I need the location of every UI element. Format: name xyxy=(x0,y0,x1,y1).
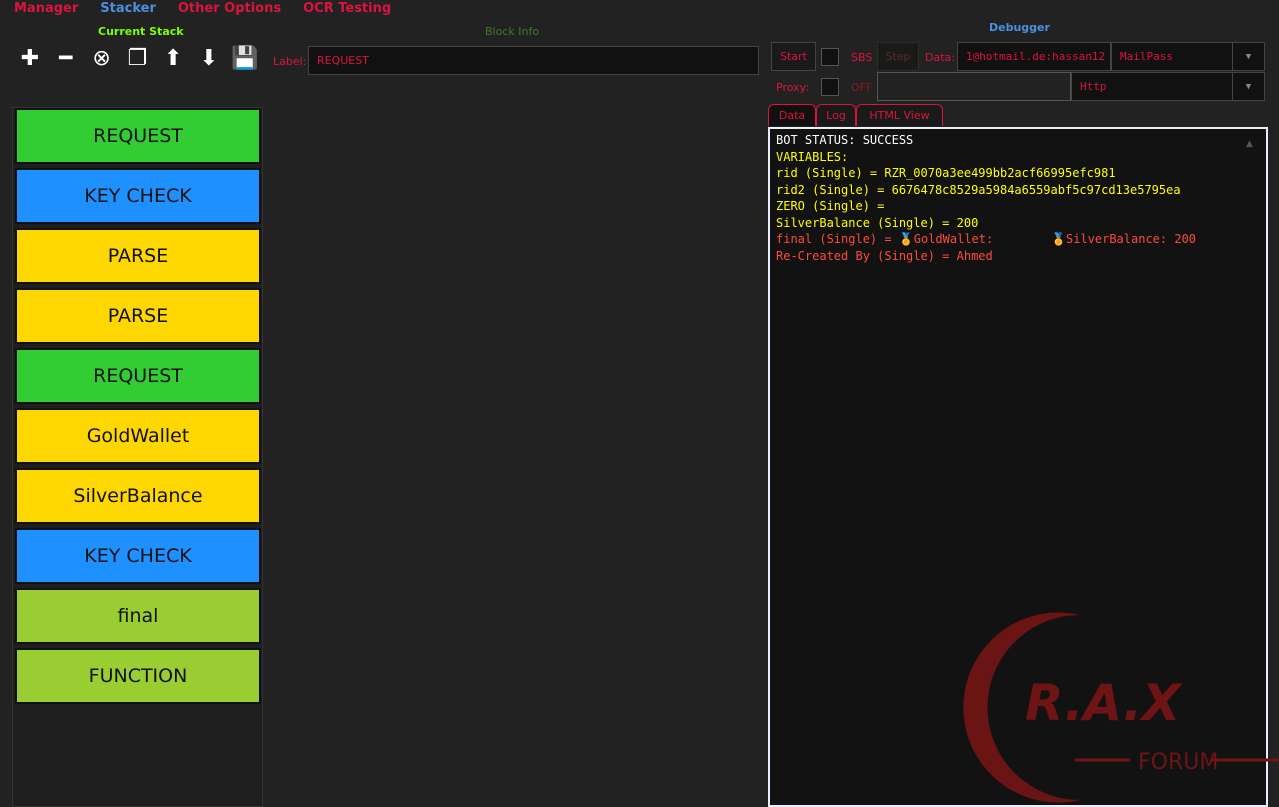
output-line: rid2 (Single) = 6676478c8529a5984a6559ab… xyxy=(776,182,1181,197)
proxy-input[interactable] xyxy=(877,72,1071,101)
chevron-down-icon[interactable]: ▼ xyxy=(1232,73,1264,100)
tab-data[interactable]: Data xyxy=(768,104,816,126)
tab-html-view[interactable]: HTML View xyxy=(856,104,943,126)
output-line: VARIABLES: xyxy=(776,149,849,164)
svg-text:FORUM: FORUM xyxy=(1138,750,1218,775)
sbs-checkbox[interactable] xyxy=(821,48,839,66)
clone-icon[interactable]: ❐ xyxy=(127,46,148,71)
proxy-checkbox[interactable] xyxy=(821,78,839,96)
wordlist-type-value: MailPass xyxy=(1120,50,1173,63)
nav-manager[interactable]: Manager xyxy=(14,1,79,16)
nav-ocr-testing[interactable]: OCR Testing xyxy=(303,1,392,16)
wordlist-type-select[interactable]: MailPass ▼ xyxy=(1111,42,1265,71)
step-button[interactable]: Step xyxy=(877,42,919,71)
output-line: final (Single) = 🏅GoldWallet: 🏅SilverBal… xyxy=(776,232,1197,246)
debugger-output[interactable]: BOT STATUS: SUCCESS VARIABLES: rid (Single… xyxy=(768,127,1268,807)
stack-block[interactable]: KEY CHECK xyxy=(15,168,261,224)
proxy-type-select[interactable]: Http ▼ xyxy=(1071,72,1265,101)
output-line: BOT STATUS: SUCCESS xyxy=(776,133,914,147)
svg-text:R.A.X: R.A.X xyxy=(1025,674,1183,732)
top-nav: Manager Stacker Other Options OCR Testin… xyxy=(14,1,391,16)
stack-block[interactable]: GoldWallet xyxy=(15,408,261,464)
stack-block[interactable]: FUNCTION xyxy=(15,648,261,704)
chevron-down-icon[interactable]: ▼ xyxy=(1232,43,1264,70)
output-line: Re-Created By (Single) = Ahmed xyxy=(776,248,993,263)
proxy-state: OFF xyxy=(851,81,873,94)
tab-log[interactable]: Log xyxy=(816,104,856,126)
add-icon[interactable]: ✚ xyxy=(20,46,40,71)
stack-block[interactable]: PARSE xyxy=(15,288,261,344)
watermark-logo: R.A.X FORUM xyxy=(963,612,1279,803)
save-icon[interactable]: 💾 xyxy=(231,46,259,71)
proxy-caption: Proxy: xyxy=(776,81,810,94)
data-caption: Data: xyxy=(925,51,955,64)
stack-block[interactable]: final xyxy=(15,588,261,644)
stack-block[interactable]: KEY CHECK xyxy=(15,528,261,584)
debugger-title: Debugger xyxy=(989,21,1050,34)
stack-block[interactable]: REQUEST xyxy=(15,108,261,164)
clear-icon[interactable]: ⊗ xyxy=(92,46,111,71)
output-line: rid (Single) = RZR_0070a3ee499bb2acf6699… xyxy=(776,166,1116,180)
stack-block[interactable]: PARSE xyxy=(15,228,261,284)
label-caption: Label: xyxy=(273,55,307,68)
label-input[interactable]: REQUEST xyxy=(308,46,759,75)
sbs-label: SBS xyxy=(851,51,873,64)
stack-block[interactable]: REQUEST xyxy=(15,348,261,404)
nav-other-options[interactable]: Other Options xyxy=(177,1,282,16)
current-stack-title: Current Stack xyxy=(98,25,184,38)
block-info-title: Block Info xyxy=(485,25,540,38)
remove-icon[interactable]: ━ xyxy=(59,46,73,71)
move-down-icon[interactable]: ⬇ xyxy=(199,46,219,71)
move-up-icon[interactable]: ⬆ xyxy=(163,46,183,71)
start-button[interactable]: Start xyxy=(771,42,816,71)
stack-block[interactable]: SilverBalance xyxy=(15,468,261,524)
nav-stacker[interactable]: Stacker xyxy=(100,1,156,16)
output-line: ZERO (Single) = xyxy=(776,199,885,213)
proxy-type-value: Http xyxy=(1080,80,1107,93)
output-line: SilverBalance (Single) = 200 xyxy=(776,215,979,230)
data-input[interactable]: 1@hotmail.de:hassan12 xyxy=(957,42,1111,71)
scroll-up-icon[interactable]: ▲ xyxy=(1246,139,1253,149)
stack-list: REQUEST KEY CHECK PARSE PARSE REQUEST GoldWal… xyxy=(12,107,263,807)
